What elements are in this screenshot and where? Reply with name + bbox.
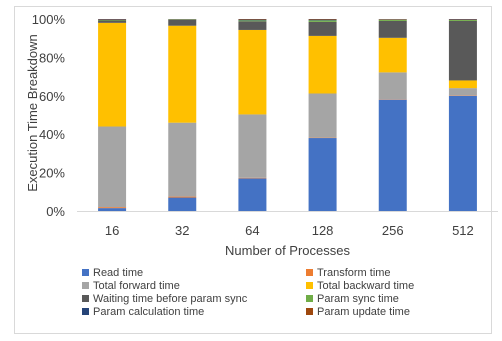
bar-segment-128-series-0 xyxy=(308,138,337,211)
legend-swatch xyxy=(82,295,89,302)
legend-label: Param calculation time xyxy=(93,306,204,318)
bar-segment-128-series-7 xyxy=(308,19,337,20)
bar-segment-128-series-2 xyxy=(308,93,337,138)
y-tick-label: 40% xyxy=(39,127,65,142)
x-tick-label: 32 xyxy=(175,223,189,238)
legend-label: Param sync time xyxy=(317,293,399,305)
legend-item: Waiting time before param sync xyxy=(82,293,248,305)
bar-segment-64-series-4 xyxy=(238,21,267,30)
bar-segment-512-series-0 xyxy=(448,95,477,211)
bar-stack-16 xyxy=(98,19,127,211)
bar-stack-256 xyxy=(378,19,407,211)
bar-stack-32 xyxy=(168,19,197,211)
bar-stack-128 xyxy=(308,19,337,211)
bar-segment-512-series-4 xyxy=(448,20,477,81)
y-tick-label: 0% xyxy=(46,204,65,219)
bar-segment-16-series-5 xyxy=(98,19,127,21)
bar-segment-512-series-5 xyxy=(448,19,477,21)
legend-swatch xyxy=(306,282,313,289)
bar-segment-16-series-3 xyxy=(98,22,127,127)
legend-label: Param update time xyxy=(317,306,410,318)
legend-swatch xyxy=(306,295,313,302)
x-axis-title: Number of Processes xyxy=(225,243,350,258)
bar-segment-256-series-4 xyxy=(378,20,407,38)
legend-label: Total forward time xyxy=(93,280,180,292)
bar-segment-128-series-4 xyxy=(308,21,337,36)
legend-item: Total backward time xyxy=(306,280,414,292)
bar-segment-64-series-5 xyxy=(238,20,267,22)
bar-segment-16-series-2 xyxy=(98,126,127,208)
y-tick-label: 20% xyxy=(39,166,65,181)
legend-swatch xyxy=(82,308,89,315)
y-tick-label: 80% xyxy=(39,50,65,65)
bars xyxy=(98,19,477,211)
legend-swatch xyxy=(306,269,313,276)
x-tick-label: 64 xyxy=(245,223,259,238)
y-tick-label: 100% xyxy=(32,12,66,27)
legend-label: Total backward time xyxy=(317,280,414,292)
legend-item: Param update time xyxy=(306,306,410,318)
bar-segment-32-series-1 xyxy=(168,196,197,198)
bar-segment-64-series-7 xyxy=(238,19,267,20)
y-axis-title: Execution Time Breakdown xyxy=(25,34,40,192)
bar-segment-512-series-6 xyxy=(448,19,477,20)
bar-segment-256-series-3 xyxy=(378,37,407,73)
x-tick-label: 16 xyxy=(105,223,119,238)
bar-segment-128-series-6 xyxy=(308,19,337,21)
bar-segment-32-series-3 xyxy=(168,25,197,123)
bar-segment-512-series-2 xyxy=(448,88,477,96)
bar-segment-64-series-2 xyxy=(238,114,267,178)
legend-item: Total forward time xyxy=(82,280,180,292)
x-tick-label: 512 xyxy=(452,223,474,238)
bar-segment-16-series-0 xyxy=(98,208,127,211)
bar-segment-256-series-0 xyxy=(378,99,407,211)
bar-stack-64 xyxy=(238,19,267,211)
bar-segment-16-series-4 xyxy=(98,20,127,23)
legend-item: Transform time xyxy=(306,267,391,279)
legend-item: Read time xyxy=(82,267,143,279)
bar-stack-512 xyxy=(448,19,477,211)
bar-segment-128-series-3 xyxy=(308,35,337,94)
bar-segment-64-series-6 xyxy=(238,19,267,21)
bar-segment-256-series-5 xyxy=(378,19,407,21)
legend-swatch xyxy=(82,282,89,289)
bar-segment-64-series-0 xyxy=(238,178,267,211)
legend-label: Transform time xyxy=(317,267,391,279)
bar-segment-32-series-0 xyxy=(168,197,197,211)
x-tick-label: 128 xyxy=(312,223,334,238)
legend-item: Param calculation time xyxy=(82,306,204,318)
bar-segment-64-series-3 xyxy=(238,29,267,115)
x-tick-label: 256 xyxy=(382,223,404,238)
legend: Read time Transform time Total forward tim… xyxy=(82,267,414,318)
bar-segment-16-series-6 xyxy=(98,19,127,20)
legend-item: Param sync time xyxy=(306,293,399,305)
y-axis-ticks: 0% 20% 40% 60% 80% 100% xyxy=(32,12,66,219)
bar-segment-32-series-2 xyxy=(168,122,197,197)
legend-label: Waiting time before param sync xyxy=(93,293,248,305)
legend-swatch xyxy=(82,269,89,276)
bar-segment-16-series-1 xyxy=(98,207,127,209)
bar-segment-256-series-2 xyxy=(378,72,407,100)
x-axis-ticks: 16 32 64 128 256 512 xyxy=(105,223,474,238)
legend-swatch xyxy=(306,308,313,315)
bar-segment-32-series-4 xyxy=(168,19,197,26)
bar-segment-64-series-1 xyxy=(238,177,267,179)
bar-segment-512-series-3 xyxy=(448,80,477,89)
y-tick-label: 60% xyxy=(39,89,65,104)
legend-label: Read time xyxy=(93,267,143,279)
bar-segment-128-series-5 xyxy=(308,20,337,22)
